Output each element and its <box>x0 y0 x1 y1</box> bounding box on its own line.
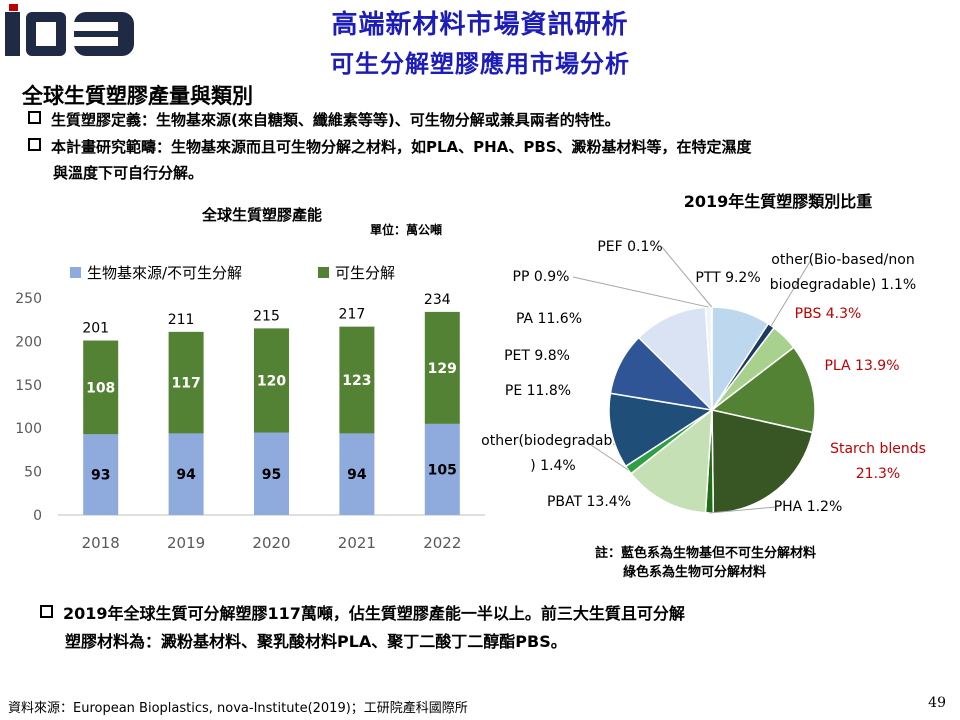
bullet-scope: 本計畫研究範疇：生物基來源而且可生物分解之材料，如PLA、PHA、PBS、澱粉基… <box>28 134 928 186</box>
y-tick-label: 250 <box>15 291 42 307</box>
bar-value-label: 129 <box>428 361 457 377</box>
bar-value-label: 123 <box>342 373 371 389</box>
legend-label: 可生分解 <box>335 264 395 282</box>
bullet-text: 本計畫研究範疇：生物基來源而且可生物分解之材料，如PLA、PHA、PBS、澱粉基… <box>51 138 752 156</box>
pie-slice-label: PEF 0.1% <box>597 239 662 255</box>
x-tick-label: 2018 <box>82 534 120 552</box>
bar-segment <box>254 432 289 515</box>
pie-leader-line <box>661 246 713 308</box>
y-tick-label: 50 <box>24 465 42 481</box>
id3-logo-mark <box>5 4 134 56</box>
y-tick-label: 150 <box>15 378 42 394</box>
bar-value-label: 93 <box>91 468 110 484</box>
color-note-line: 註：藍色系為生物基但不可生分解材料 <box>595 546 817 561</box>
bar-segment <box>424 423 460 515</box>
pie-slice-label: PA 11.6% <box>516 311 582 327</box>
bar-total-label: 217 <box>339 307 366 323</box>
pie-slice <box>710 306 713 411</box>
y-tick-label: 100 <box>15 421 42 437</box>
pie-slice-label: Starch blends <box>830 441 926 457</box>
bar-chart-title: 全球生質塑膠產能 <box>201 206 322 224</box>
x-tick-label: 2022 <box>423 534 461 552</box>
pie-slice-label: PE 11.8% <box>505 383 571 399</box>
pie-chart-title: 2019年生質塑膠類別比重 <box>684 192 873 211</box>
pie-slice-label: PBS 4.3% <box>795 306 862 322</box>
pie-leader-line <box>770 259 812 326</box>
bar-segment <box>339 433 375 515</box>
color-note-line: 綠色系為生物可分解材料 <box>623 565 767 580</box>
page-number: 49 <box>928 695 946 711</box>
bullet-box-icon <box>28 111 41 124</box>
bar-segment <box>339 326 375 434</box>
legend-swatch <box>70 267 81 278</box>
section-heading: 全球生質塑膠產量與類別 <box>22 84 253 108</box>
pie-leader-line <box>584 440 629 471</box>
y-tick-label: 200 <box>15 334 42 350</box>
bar-total-label: 234 <box>424 292 451 308</box>
id3-logo <box>5 4 134 56</box>
pie-slice-label: ) 1.4% <box>530 458 575 474</box>
bar-chart-unit: 單位：萬公噸 <box>370 222 442 237</box>
bar-value-label: 94 <box>176 467 196 483</box>
bullet-text-continued: 塑膠材料為：澱粉基材料、聚乳酸材料PLA、聚丁二酸丁二醇酯PBS。 <box>65 632 567 651</box>
pie-slice-label: biodegradable) 1.1% <box>770 277 916 293</box>
bullet-text: 2019年全球生質可分解塑膠117萬噸，佔生質塑膠產能一半以上。前三大生質且可分… <box>63 604 685 623</box>
x-tick-label: 2019 <box>167 534 205 552</box>
bar-segment <box>424 311 460 424</box>
page-subtitle: 可生分解塑膠應用市場分析 <box>330 50 630 78</box>
bullet-summary: 2019年全球生質可分解塑膠117萬噸，佔生質塑膠產能一半以上。前三大生質且可分… <box>40 600 940 656</box>
pie-slice-label: PP 0.9% <box>513 269 570 285</box>
bar-segment <box>254 328 289 433</box>
bullet-text: 生質塑膠定義：生物基來源(來自糖類、纖維素等等)、可生物分解或兼具兩者的特性。 <box>51 111 620 129</box>
legend-swatch <box>318 267 329 278</box>
pie-slice <box>608 392 715 468</box>
pie-slice <box>629 408 713 514</box>
pie-slice <box>711 409 814 514</box>
bar-value-label: 108 <box>86 380 115 396</box>
pie-slice-label: PBAT 13.4% <box>547 494 631 510</box>
pie-slice-label: PET 9.8% <box>504 348 570 364</box>
x-tick-label: 2021 <box>338 534 376 552</box>
bar-total-label: 211 <box>168 312 195 328</box>
bar-value-label: 105 <box>428 462 457 478</box>
source-note: 資料來源：European Bioplastics, nova-Institut… <box>8 701 468 716</box>
bar-segment <box>168 433 204 515</box>
bar-value-label: 95 <box>262 467 281 483</box>
bullet-text-continued: 與溫度下可自行分解。 <box>53 164 204 182</box>
bar-value-label: 94 <box>347 467 367 483</box>
pie-leader-line <box>572 276 709 308</box>
pie-leader-line <box>709 506 777 514</box>
bar-total-label: 201 <box>82 321 109 337</box>
y-tick-label: 0 <box>33 508 42 524</box>
bullet-box-icon <box>40 605 53 618</box>
pie-slice-label: PLA 13.9% <box>824 358 899 374</box>
color-note: 註：藍色系為生物基但不可生分解材料 綠色系為生物可分解材料 <box>595 544 816 582</box>
legend-label: 生物基來源/不可生分解 <box>87 264 242 282</box>
pie-slice-label: other(Bio-based/non <box>771 252 914 268</box>
bar-segment <box>83 340 119 435</box>
pie-slice <box>710 346 816 434</box>
bullet-box-icon <box>28 138 41 151</box>
bar-value-label: 120 <box>257 373 286 389</box>
x-tick-label: 2020 <box>252 534 290 552</box>
bar-total-label: 215 <box>253 308 280 324</box>
pie-slice <box>637 306 713 412</box>
bar-value-label: 117 <box>171 376 200 392</box>
bar-segment <box>83 434 119 515</box>
pie-slice-label: other(biodegradable <box>481 433 625 449</box>
pie-slice-label: 21.3% <box>856 466 900 482</box>
pie-slice-label: PTT 9.2% <box>695 270 760 286</box>
page-title: 高端新材料市場資訊研析 <box>331 10 629 40</box>
bar-segment <box>168 331 204 434</box>
bullet-definition: 生質塑膠定義：生物基來源(來自糖類、纖維素等等)、可生物分解或兼具兩者的特性。 <box>28 107 928 133</box>
pie-slice-label: PHA 1.2% <box>774 499 843 515</box>
